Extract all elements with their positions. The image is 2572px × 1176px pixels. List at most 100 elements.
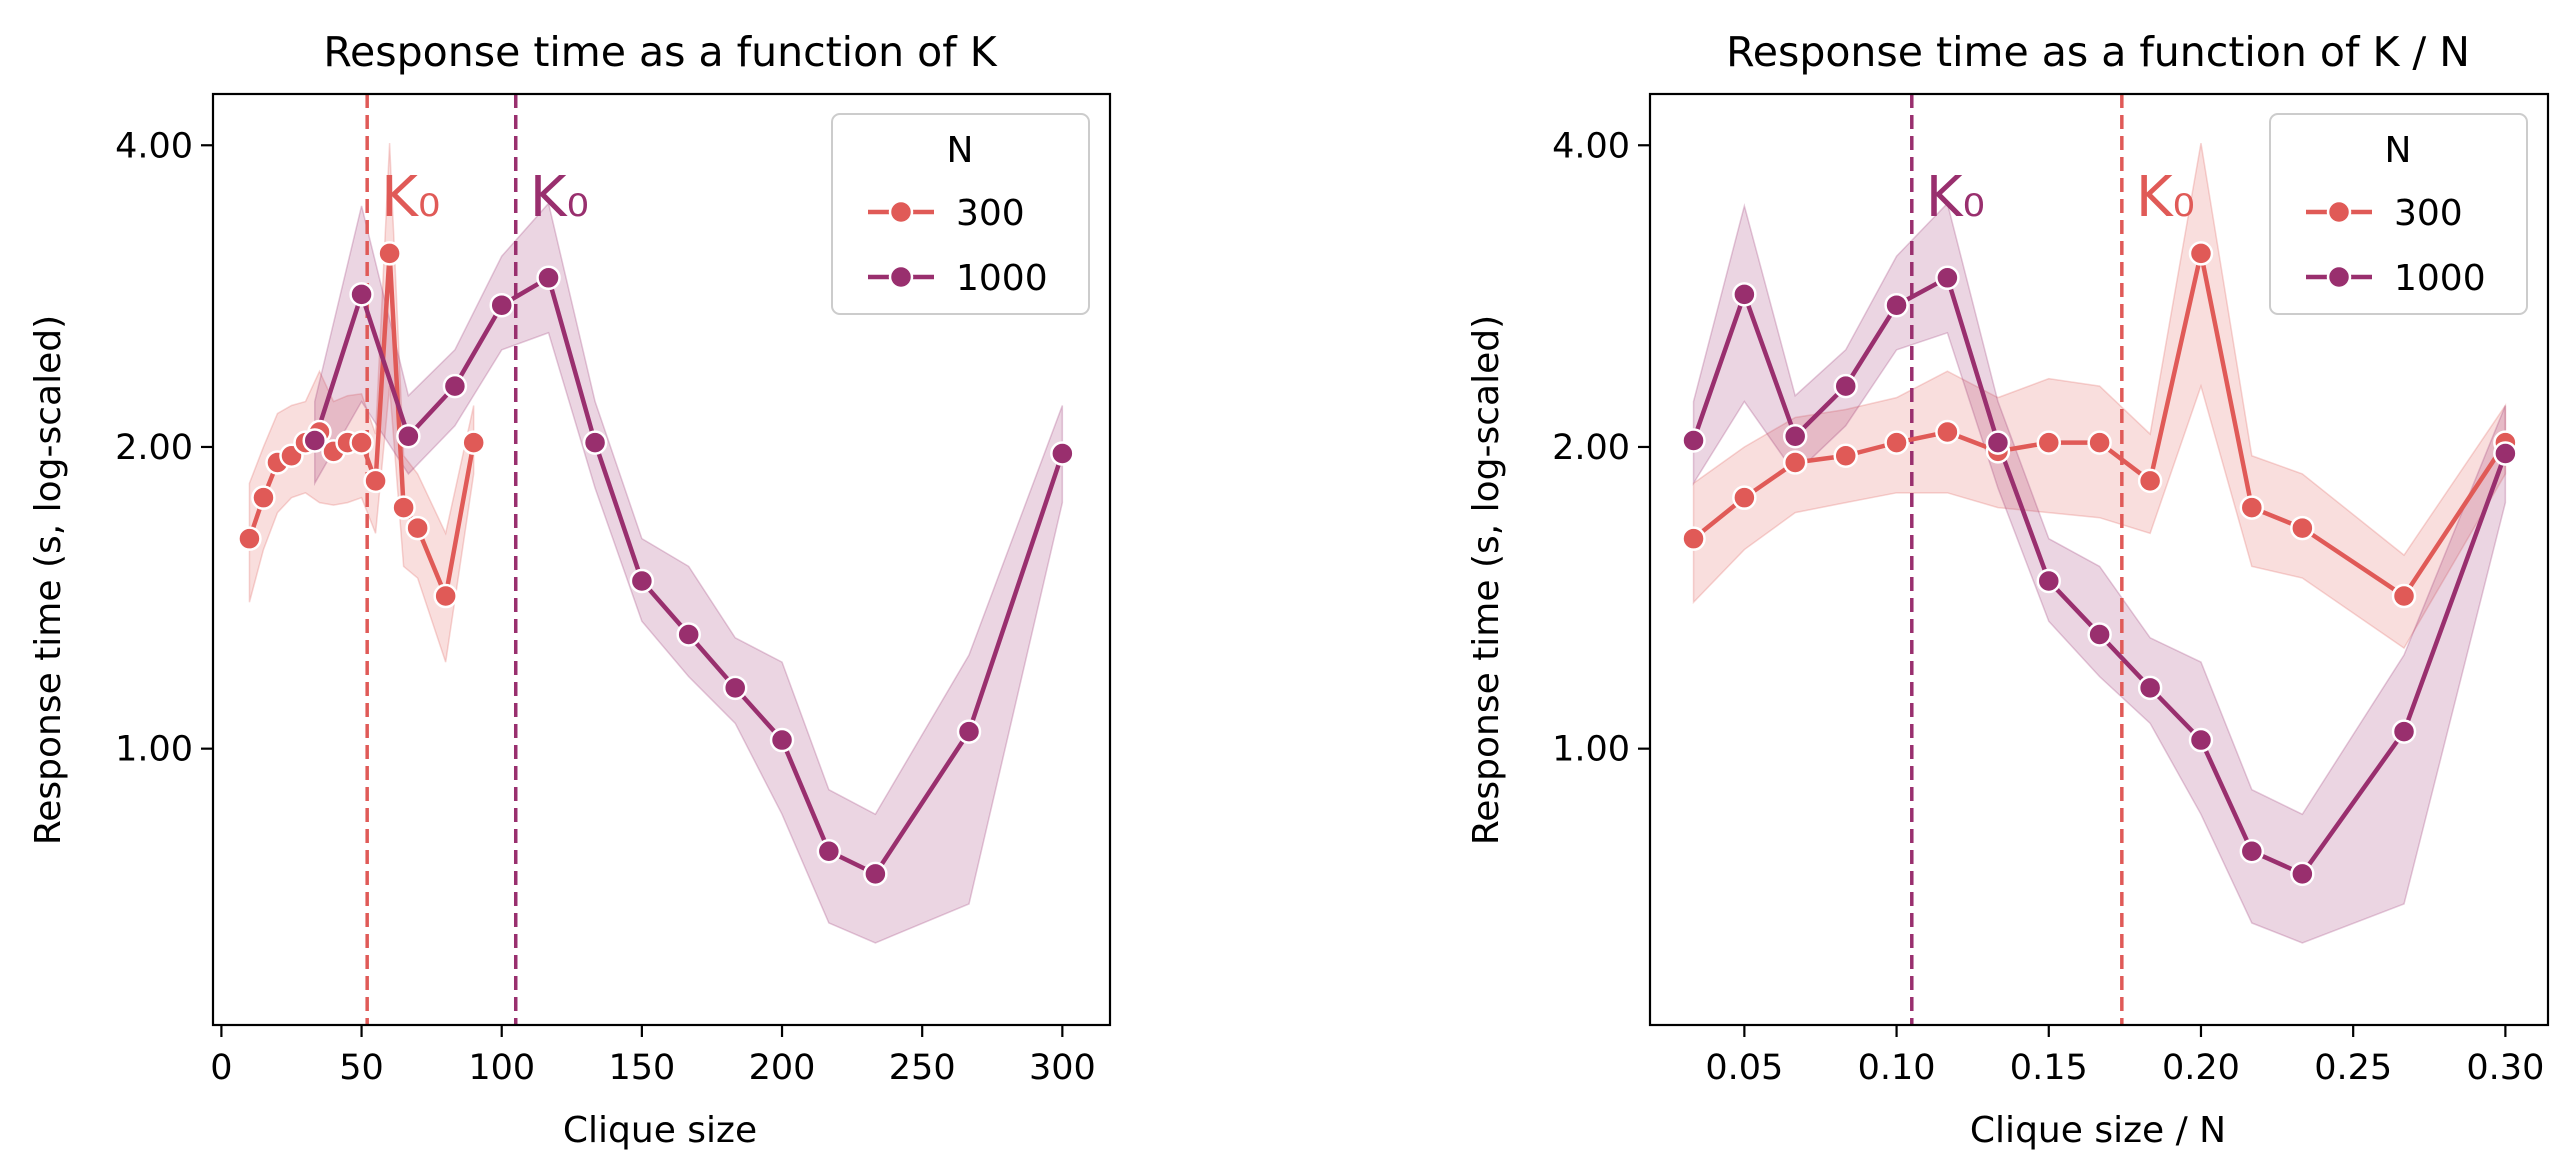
y-ticks: 1.00 2.00 4.00 [115,126,213,770]
data-point [1732,282,1757,307]
y-axis-label: Response time (s, log-scaled) [1466,315,1507,845]
data-point [2188,241,2214,266]
data-point [2239,495,2265,520]
data-point [442,373,468,399]
x-ticks: 0.05 0.10 0.15 0.20 0.25 0.30 [1705,1025,2544,1088]
series-markers [237,241,1075,887]
y-tick-label: 2.00 [115,428,193,468]
x-tick-label: 0.10 [1858,1048,1936,1088]
y-axis-label: Response time (s, log-scaled) [28,315,69,845]
data-point [2137,675,2163,701]
data-point [2188,727,2214,753]
panel-right: Response time as a function of K / N Cli… [1466,28,2550,1151]
data-point [349,430,374,455]
data-point [396,423,421,449]
y-tick-label: 1.00 [1552,730,1630,770]
x-tick-label: 50 [339,1048,384,1088]
x-tick-label: 0 [210,1048,232,1088]
data-point [2239,839,2265,864]
data-point [2036,430,2062,455]
data-point [489,292,514,318]
panel-title: Response time as a function of K / N [1726,28,2470,76]
y-ticks: 1.00 2.00 4.00 [1552,126,1650,770]
data-point [1681,526,1706,551]
confidence-band [1692,201,2507,944]
data-point [391,495,416,520]
plot-area: K₀ K₀ [237,94,1075,1025]
data-point [405,515,430,541]
plot-frame [1648,92,2550,1027]
x-axis-label: Clique size / N [1970,1110,2226,1151]
legend-label: 1000 [956,258,1048,299]
data-point [816,839,842,864]
data-point [1681,428,1706,453]
data-point [349,282,374,307]
legend-entries: 300 1000 [2306,193,2486,299]
data-point [1833,443,1858,469]
x-tick-label: 0.30 [2466,1048,2544,1088]
data-point [2290,515,2315,541]
data-point [2137,468,2163,494]
legend: N 300 1000 [831,113,1090,315]
data-point [1884,292,1909,318]
data-point [1884,430,1909,455]
x-tick-label: 0.15 [2010,1048,2088,1088]
data-point [863,861,888,887]
data-point [2290,861,2315,887]
y-tick-label: 1.00 [115,730,193,770]
panel-title: Response time as a function of K [323,28,997,76]
confidence-band [314,201,1064,944]
y-tick-label: 4.00 [115,126,193,166]
legend-entries: 300 1000 [868,193,1048,299]
x-tick-label: 300 [1029,1048,1096,1088]
y-tick-label: 2.00 [1552,428,1630,468]
legend-title: N [2385,130,2412,171]
data-point [302,428,328,453]
data-point [722,675,748,701]
x-tick-label: 250 [889,1048,956,1088]
x-axis-label: Clique size [563,1110,757,1151]
data-point [251,485,276,510]
data-point [2087,622,2112,647]
x-ticks: 0 50 100 150 200 250 300 [210,1025,1096,1088]
data-point [582,430,608,455]
x-tick-label: 150 [608,1048,675,1088]
x-tick-label: 200 [749,1048,816,1088]
data-point [629,568,655,594]
reference-lines: K₀ K₀ [1910,94,2195,1025]
data-point [2391,719,2417,744]
data-point [2087,430,2112,455]
data-point [676,622,701,647]
legend-label: 300 [956,193,1025,234]
legend-box [2269,113,2528,315]
data-point [237,526,262,551]
reference-lines: K₀ K₀ [365,94,589,1025]
data-point [377,241,402,266]
data-point [2391,583,2417,609]
legend-box [831,113,1090,315]
reference-line-label: K₀ [2136,165,2195,230]
legend: N 300 1000 [2269,113,2528,315]
data-point [1782,450,1808,475]
legend-swatch-marker [2326,264,2352,290]
plot-area: K₀ K₀ [1681,94,2518,1025]
reference-line-label: K₀ [1926,165,1985,230]
panel-left: Response time as a function of K Clique … [28,28,1112,1151]
legend-label: 300 [2394,193,2463,234]
data-point [1985,430,2011,455]
data-point [536,265,561,291]
legend-title: N [947,130,974,171]
plot-frame [211,92,1112,1027]
legend-swatch-marker [2326,199,2352,225]
reference-line-label: K₀ [381,165,440,230]
legend-label: 1000 [2394,258,2486,299]
data-point [433,583,458,609]
x-tick-label: 0.05 [1705,1048,1783,1088]
data-point [1732,485,1757,510]
data-point [1935,419,1960,445]
data-point [956,719,982,744]
x-tick-label: 0.20 [2162,1048,2240,1088]
data-point [1833,373,1858,399]
